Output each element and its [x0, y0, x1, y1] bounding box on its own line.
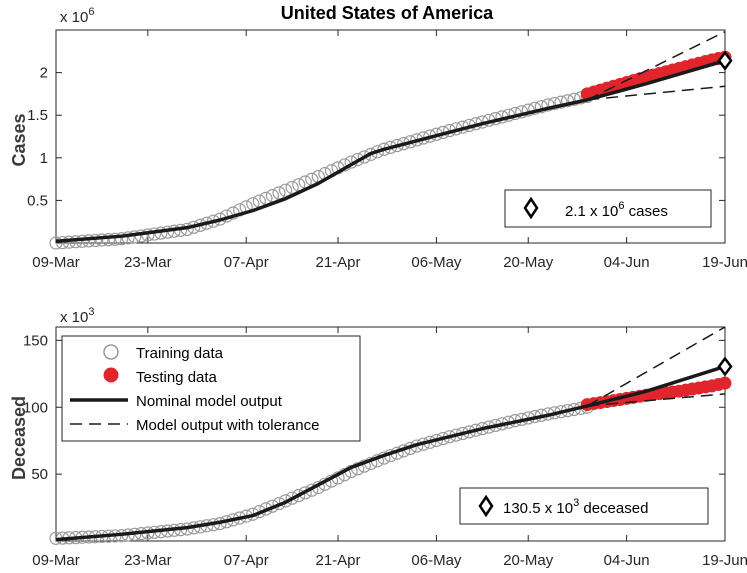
cases-training-point [554, 95, 568, 109]
cases-y-tick-label: 1.5 [27, 107, 48, 124]
cases-x-tick-label: 06-May [411, 254, 462, 271]
cases-training-point [567, 92, 581, 106]
legend: Training data Testing data Nominal model… [61, 335, 361, 442]
deceased-y-tick-label: 100 [23, 399, 48, 416]
deceased-model-line [55, 364, 726, 542]
deceased-x-tick-label: 21-Apr [316, 552, 361, 569]
deceased-training-point [298, 486, 312, 500]
cases-x-tick-label: 04-Jun [604, 254, 650, 271]
deceased-x-tick-label: 23-Mar [124, 552, 172, 569]
deceased-tolerance-lower-line [587, 393, 726, 407]
cases-x-tick-label: 21-Apr [316, 254, 361, 271]
deceased-multiplier: x 103 [60, 306, 94, 326]
cases-multiplier: x 106 [60, 6, 94, 26]
cases-training-point [272, 186, 286, 200]
legend-testing-marker [103, 367, 119, 383]
cases-training-point [95, 233, 109, 247]
deceased-y-tick-label: 50 [31, 466, 48, 483]
cases-y-label: Cases [9, 113, 29, 166]
cases-diamond-marker [717, 50, 733, 71]
deceased-diamond-marker [717, 356, 733, 377]
deceased-annotation-text: 130.5 x 103 deceased [503, 497, 648, 517]
cases-tolerance-upper-line [586, 31, 726, 101]
deceased-axes-box [55, 326, 726, 542]
cases-training-point [278, 183, 293, 197]
deceased-training-point [285, 491, 299, 505]
cases-training-point [114, 232, 129, 246]
cases-training-point [265, 189, 280, 203]
cases-x-tick-label: 07-Apr [224, 254, 269, 271]
cases-training-point [101, 232, 116, 247]
legend-training-marker [103, 344, 119, 360]
cases-training-point [364, 147, 378, 161]
cases-x-tick-label: 23-Mar [124, 254, 172, 271]
chart-title: United States of America [281, 3, 494, 23]
deceased-x-tick-label: 20-May [503, 552, 554, 569]
legend-nominal-label: Nominal model output [136, 393, 283, 410]
deceased-panel: x 103 Deceased 09-Mar 23-Mar 07-Apr 21-Apr 0… [9, 306, 747, 569]
deceased-tolerance-upper-line [586, 326, 726, 407]
deceased-x-tick-label: 07-Apr [224, 552, 269, 569]
legend-testing-label: Testing data [136, 369, 218, 386]
cases-annotation-text: 2.1 x 106 cases [565, 200, 668, 220]
deceased-x-tick-label: 04-Jun [604, 552, 650, 569]
deceased-testing-point [718, 376, 732, 390]
cases-x-tick-label: 19-Jun [702, 254, 747, 271]
deceased-training-point [292, 488, 306, 503]
cases-y-tick-label: 1 [40, 150, 48, 167]
deceased-y-label: Deceased [9, 396, 29, 480]
cases-y-tick-label: 0.5 [27, 192, 48, 209]
cases-panel: United States of America x 106 Cases 09-… [9, 3, 747, 271]
cases-axes-box [55, 29, 726, 244]
cases-x-tick-label: 20-May [503, 254, 554, 271]
cases-annotation-box: 2.1 x 106 cases [504, 189, 712, 228]
cases-y-tick-label: 2 [40, 65, 48, 82]
cases-training-point [534, 100, 548, 114]
cases-training-point [357, 150, 371, 164]
cases-training-point [547, 96, 562, 111]
cases-x-tick-label: 09-Mar [32, 254, 80, 271]
deceased-y-tick-label: 150 [23, 332, 48, 349]
deceased-x-tick-label: 06-May [411, 552, 462, 569]
cases-model-line [55, 58, 726, 244]
cases-training-point [285, 180, 299, 195]
legend-tolerance-label: Model output with tolerance [136, 417, 319, 434]
cases-tolerance-lower-line [587, 85, 726, 101]
deceased-annotation-box: 130.5 x 103 deceased [459, 487, 709, 525]
legend-training-label: Training data [136, 345, 224, 362]
deceased-x-tick-label: 09-Mar [32, 552, 80, 569]
cases-training-point [108, 232, 122, 246]
cases-training-point [541, 98, 555, 112]
cases-training-point [49, 236, 63, 250]
deceased-x-tick-label: 19-Jun [702, 552, 747, 569]
cases-training-point [560, 94, 575, 108]
diamond-icon [523, 196, 539, 220]
diamond-icon [478, 494, 494, 518]
